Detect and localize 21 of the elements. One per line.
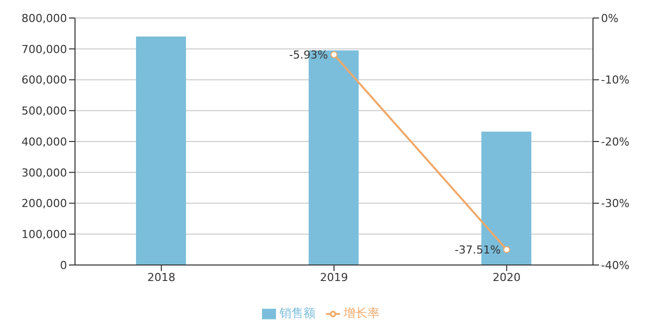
y-tick-label: 200,000 [22,197,67,210]
data-label: -5.93% [289,48,328,62]
y-tick-label: 300,000 [22,166,67,180]
bar [136,36,186,265]
y-tick-label: 0 [60,258,67,272]
y-tick-label: 800,000 [22,12,67,25]
y-tick-label: 600,000 [22,74,67,87]
y-tick-label: 400,000 [22,135,67,148]
y2-tick-label: -10% [601,74,630,87]
y2-tick-label: -20% [601,135,630,148]
x-tick-label: 2018 [147,270,176,284]
y2-tick-label: 0% [601,12,618,25]
y2-tick-label: -30% [601,197,630,210]
y-tick-label: 700,000 [22,42,67,56]
legend-label: 销售额 [280,306,316,320]
legend-label: 增长率 [344,306,380,320]
y2-tick-label: -40% [601,258,630,272]
x-tick-label: 2020 [492,270,521,284]
y-tick-label: 500,000 [22,104,67,118]
y-tick-label: 100,000 [22,228,67,242]
x-tick-label: 2019 [320,270,348,284]
